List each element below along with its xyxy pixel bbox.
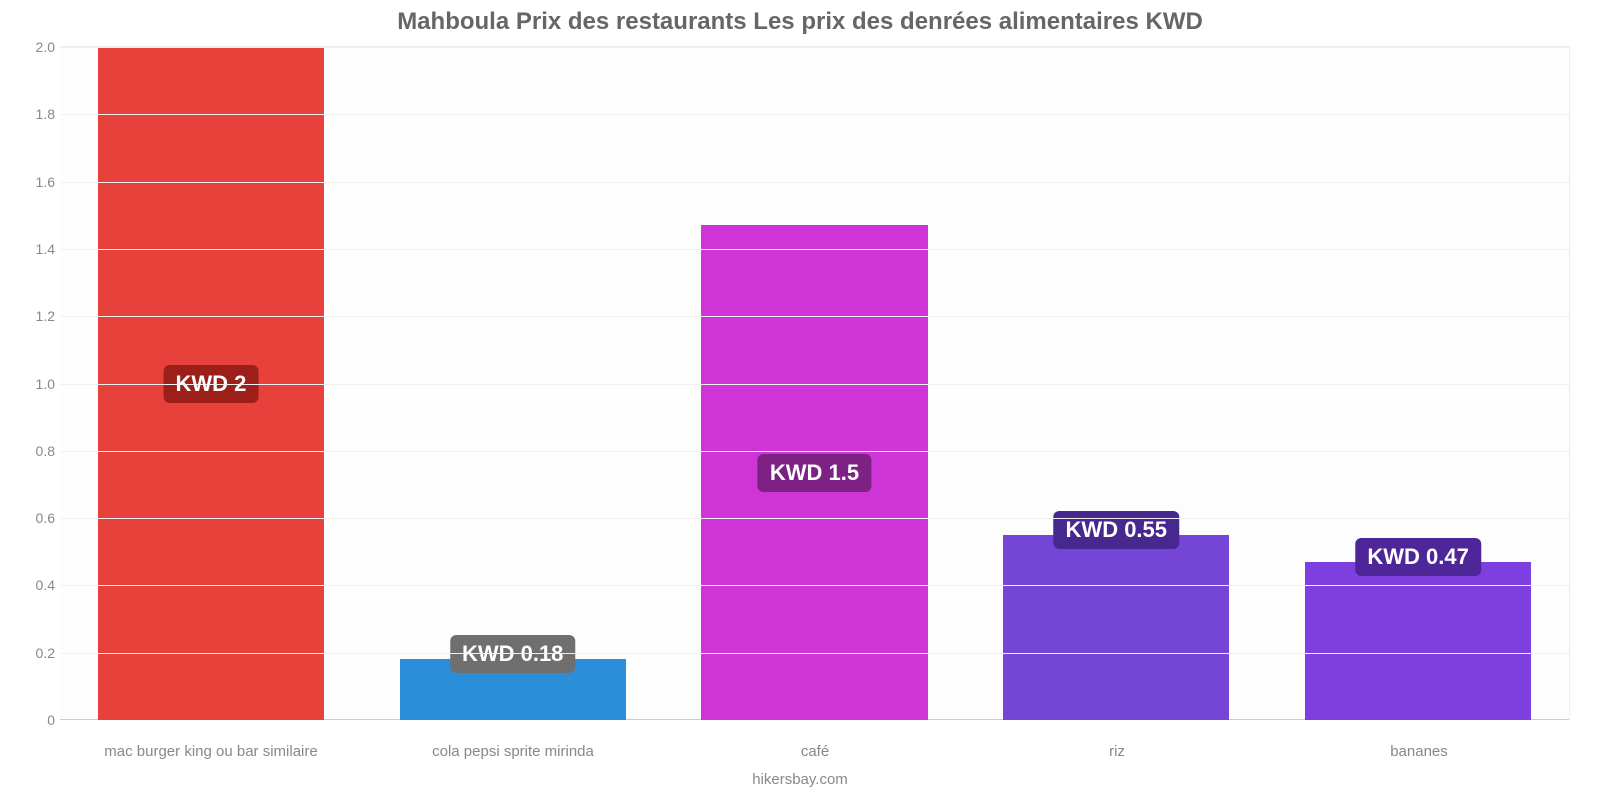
y-tick-label: 1.8 <box>15 106 55 122</box>
attribution-text: hikersbay.com <box>0 771 1600 788</box>
y-tick-label: 1.6 <box>15 174 55 190</box>
gridline <box>60 182 1569 183</box>
plot-area: KWD 2KWD 0.18KWD 1.5KWD 0.55KWD 0.47 00.… <box>60 46 1570 720</box>
gridline <box>60 585 1569 586</box>
x-tick-label: bananes <box>1268 735 1570 760</box>
bar: KWD 0.18 <box>400 659 626 720</box>
gridline <box>60 316 1569 317</box>
x-axis: mac burger king ou bar similairecola pep… <box>60 735 1570 760</box>
gridline <box>60 518 1569 519</box>
value-badge: KWD 0.47 <box>1355 538 1480 576</box>
y-tick-label: 1.2 <box>15 308 55 324</box>
bar: KWD 1.5 <box>701 225 927 720</box>
y-tick-label: 0.8 <box>15 443 55 459</box>
gridline <box>60 114 1569 115</box>
y-tick-label: 1.0 <box>15 376 55 392</box>
gridline <box>60 653 1569 654</box>
value-badge: KWD 0.55 <box>1054 511 1179 549</box>
gridline <box>60 451 1569 452</box>
gridline <box>60 249 1569 250</box>
y-tick-label: 0.2 <box>15 645 55 661</box>
price-bar-chart: Mahboula Prix des restaurants Les prix d… <box>0 0 1600 800</box>
bar: KWD 0.55 <box>1003 535 1229 720</box>
x-tick-label: mac burger king ou bar similaire <box>60 735 362 760</box>
chart-title: Mahboula Prix des restaurants Les prix d… <box>0 8 1600 36</box>
y-tick-label: 0.4 <box>15 577 55 593</box>
x-tick-label: riz <box>966 735 1268 760</box>
x-tick-label: café <box>664 735 966 760</box>
value-badge: KWD 0.18 <box>450 635 575 673</box>
gridline <box>60 47 1569 48</box>
value-badge: KWD 1.5 <box>758 454 871 492</box>
y-tick-label: 0 <box>15 712 55 728</box>
x-tick-label: cola pepsi sprite mirinda <box>362 735 664 760</box>
y-tick-label: 0.6 <box>15 510 55 526</box>
y-tick-label: 1.4 <box>15 241 55 257</box>
gridline <box>60 384 1569 385</box>
y-tick-label: 2.0 <box>15 39 55 55</box>
